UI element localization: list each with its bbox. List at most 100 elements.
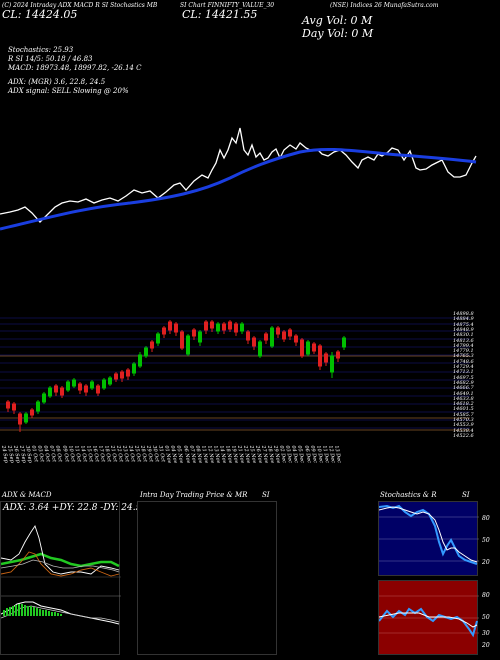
adx-signal: ADX signal: SELL Slowing @ 20%: [8, 87, 129, 95]
candle: [294, 334, 298, 346]
macd-line: [1, 601, 120, 625]
stoch-d-line: [379, 506, 478, 563]
candle: [330, 352, 334, 378]
candle: [162, 326, 166, 338]
rsi-tick-label: 30: [482, 630, 490, 637]
candle: [96, 384, 100, 396]
stoch-axis: 80 50 20: [480, 501, 500, 576]
minus-di-line: [1, 524, 120, 575]
candle: [48, 386, 52, 398]
price-tick-label: 14697.5: [453, 374, 474, 381]
price-tick-label: 14649.1: [453, 390, 474, 397]
main-price-chart: [0, 127, 477, 432]
price-tick-label: 14633.8: [453, 395, 474, 402]
candle: [342, 336, 346, 350]
candle: [204, 320, 208, 334]
candle: [180, 330, 184, 350]
candle: [18, 412, 22, 432]
price-tick-label: 14553.9: [453, 422, 474, 429]
intraday-panel-title: Intra Day Trading Price & MR: [140, 491, 248, 499]
price-tick-label: 14538.4: [453, 427, 474, 434]
candle: [318, 344, 322, 370]
candle: [42, 392, 46, 404]
candle: [132, 362, 136, 376]
adx-values: ADX: 3.64 +DY: 22.8 -DY: 24.52: [3, 503, 148, 513]
candle: [114, 372, 118, 382]
price-tick-label: 14830.1: [453, 332, 474, 339]
candle: [6, 400, 10, 412]
candle: [210, 320, 214, 332]
candle: [84, 384, 88, 396]
candle: [216, 322, 220, 334]
adx-panel: ADX: 3.64 +DY: 22.8 -DY: 24.52: [0, 501, 147, 655]
price-tick-label: 14618.2: [453, 401, 474, 408]
candle: [102, 378, 106, 390]
rsi-tick-label: 50: [482, 614, 490, 621]
candle: [54, 384, 58, 396]
price-tick-label: 14884.9: [453, 316, 474, 323]
stoch-tick-label: 80: [482, 515, 490, 522]
candle: [198, 330, 202, 346]
price-tick-label: 14813.6: [453, 337, 474, 344]
candle: [120, 370, 124, 382]
candle: [252, 336, 256, 350]
rsi-signal-line: [379, 612, 478, 628]
stochastics-panel: [378, 501, 479, 576]
intraday-panel-title-2: SI: [262, 491, 270, 499]
rsi-plot: [379, 595, 479, 638]
price-tick-label: 14713.1: [453, 369, 474, 376]
candle: [264, 332, 268, 344]
candle: [228, 320, 232, 332]
adx-macd-plot: [1, 524, 121, 625]
adx-panel-title: ADX & MACD: [2, 491, 52, 499]
candle: [276, 326, 280, 338]
stoch-tick-label: 20: [482, 559, 490, 566]
header-line1b: SI Chart FINNIFTY_VALUE_30: [180, 2, 275, 9]
plus-di-line: [1, 552, 120, 568]
candle: [36, 400, 40, 414]
candle: [126, 368, 130, 380]
header-line1: (C) 2024 Intraday ADX MACD R SI Stochast…: [2, 2, 158, 9]
candle: [144, 346, 148, 358]
candle: [246, 330, 250, 344]
price-tick-label: 14848.9: [453, 326, 474, 333]
adx-aux-line: [1, 559, 120, 573]
candle: [66, 380, 70, 392]
price-tick-label: 14729.4: [453, 364, 474, 370]
price-axis: 14898.8 14884.9 14875.4 14848.9 14830.1 14813…: [453, 311, 500, 441]
ema-line: [0, 147, 477, 231]
macd-histogram: [3, 604, 62, 616]
price-tick-label: 14875.4: [453, 321, 474, 328]
price-tick-label: 14898.8: [453, 311, 474, 317]
price-tick-label: 14666.7: [453, 385, 474, 392]
candle: [282, 330, 286, 342]
rsi-axis: 80 50 30 20: [480, 580, 500, 655]
price-tick-label: 14601.5: [453, 406, 474, 413]
rsi-tick-label: 20: [482, 642, 490, 649]
candle: [186, 334, 190, 356]
candle: [258, 340, 262, 358]
candle: [156, 332, 160, 346]
price-grid: [0, 317, 470, 429]
candle: [174, 322, 178, 336]
price-tick-label: 14748.6: [453, 358, 474, 365]
candle: [138, 352, 142, 368]
candlesticks: [6, 320, 346, 432]
rsi-tick-label: 80: [482, 592, 490, 599]
candle: [72, 378, 76, 388]
price-tick-label: 14682.9: [453, 379, 474, 386]
rsi-readout: R SI 14/5: 50.18 / 46.83: [8, 55, 93, 63]
candle: [150, 340, 154, 352]
candle: [288, 328, 292, 340]
candle: [192, 328, 196, 340]
close-label-2: CL: 14421.55: [182, 8, 258, 21]
candle: [306, 340, 310, 356]
candle: [12, 402, 16, 414]
price-tick-label: 14799.4: [453, 342, 474, 349]
price-tick-label: 14779.1: [453, 348, 474, 355]
stoch-panel-title-2: SI: [462, 491, 470, 499]
candle: [30, 408, 34, 418]
macd-readout: MACD: 18973.48, 18997.82, -26.14 C: [8, 64, 142, 72]
rsi-panel: [378, 580, 479, 655]
candle: [90, 380, 94, 390]
